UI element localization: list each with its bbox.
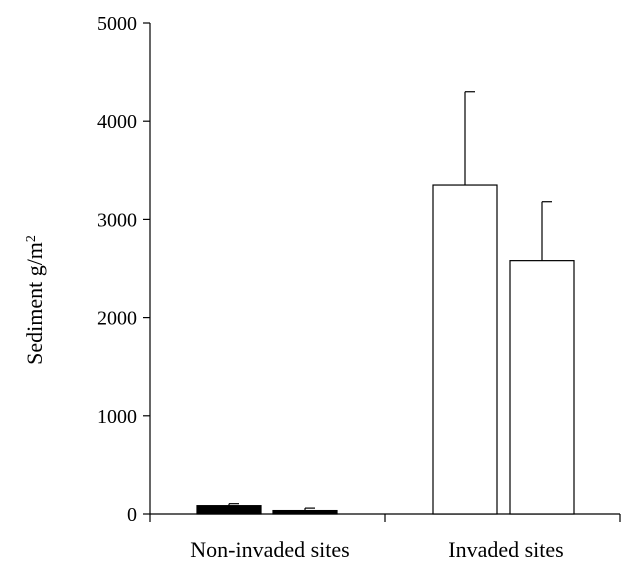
labels: 0 1000 2000 3000 4000 5000 Non-invaded sites In… [97,13,564,562]
y-axis-label-text: Sediment g/m [22,242,47,365]
bars [196,91,575,515]
y-tick-label: 2000 [97,308,137,330]
y-axis-label: Sediment g/m2 [22,235,47,365]
y-tick-label: 3000 [97,209,137,231]
bar [272,509,338,515]
y-tick-label: 4000 [97,111,137,133]
y-tick-label: 0 [127,504,137,526]
bar [509,260,575,515]
x-category-label: Invaded sites [448,537,563,562]
y-tick-label: 1000 [97,406,137,428]
bar [432,184,498,515]
y-tick-label: 5000 [97,13,137,35]
y-axis-label-superscript: 2 [24,235,39,242]
bar [196,505,262,515]
x-category-label: Non-invaded sites [190,537,349,562]
